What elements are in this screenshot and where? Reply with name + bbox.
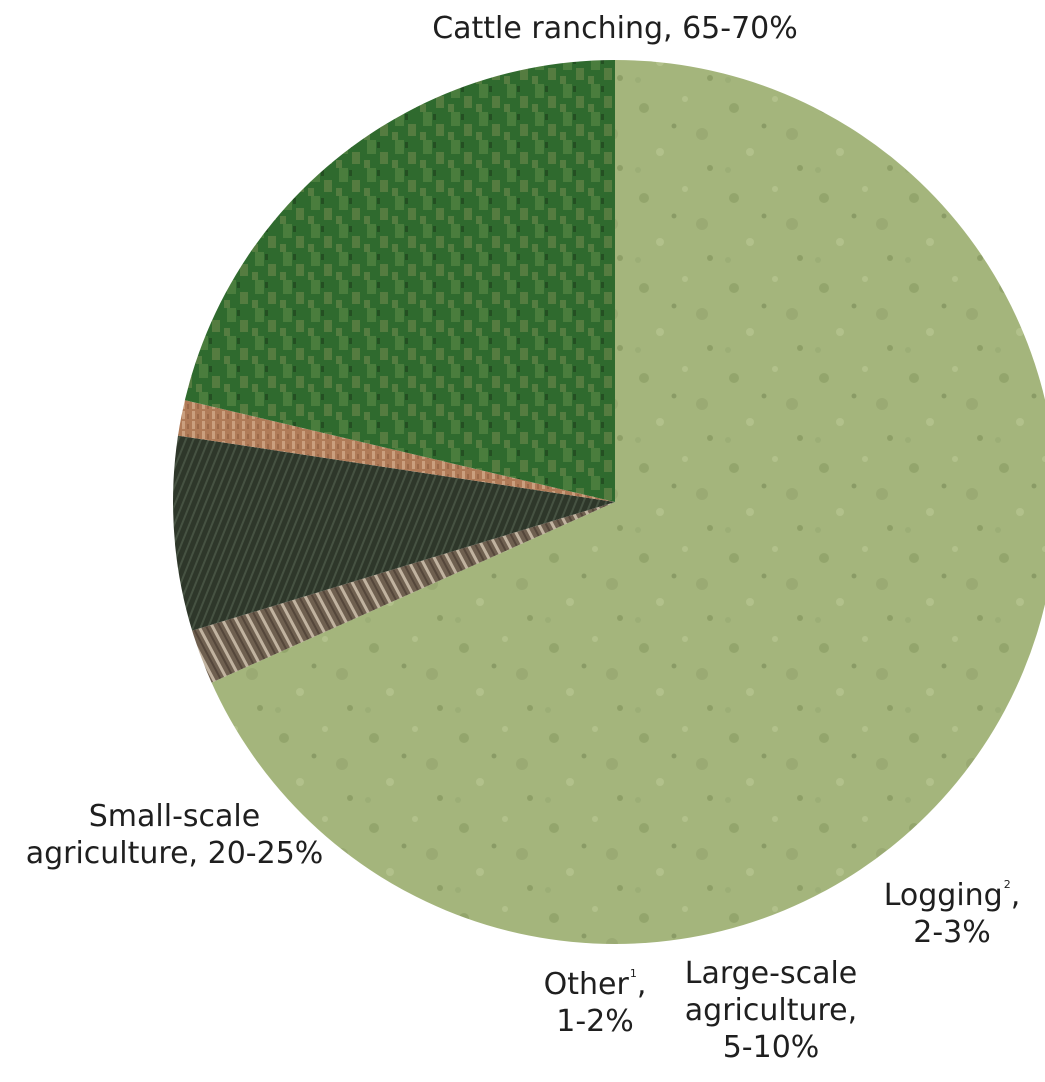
pie-slice-small [173, 60, 615, 502]
label-small-scale-agriculture: Small-scale agriculture, 20-25% [25, 799, 324, 871]
pie-slice-other [173, 391, 615, 502]
label-large-scale-agriculture: Large-scale agriculture, 5-10% [684, 956, 858, 1065]
label-logging: Logging2, 2-3% [883, 878, 1021, 950]
label-other: Other1, 1-2% [543, 967, 647, 1039]
pie-slice-cattle [176, 60, 1045, 944]
pie-slice-logging [173, 502, 615, 699]
pie-slice-large [173, 429, 615, 642]
label-cattle-ranching: Cattle ranching, 65-70% [432, 11, 798, 46]
